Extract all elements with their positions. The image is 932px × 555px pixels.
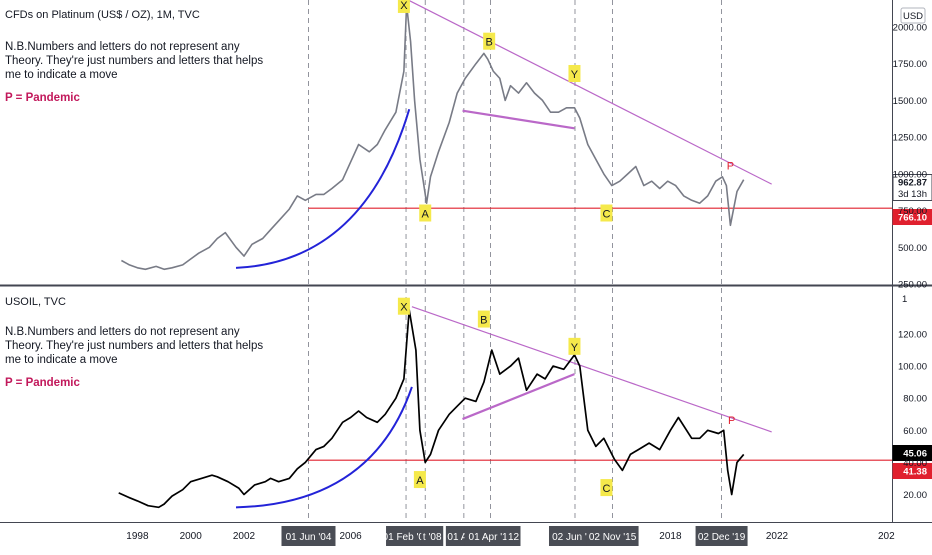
platinum-support-price-box: [892, 209, 932, 225]
usoil-last-price-box: [892, 445, 932, 461]
usoil-point-label-X[interactable]: X: [400, 302, 408, 314]
usoil-price-tick: 40.00: [903, 458, 927, 469]
date-highlight-label[interactable]: 01 Feb '08: [383, 532, 430, 543]
usoil-point-label-C-box[interactable]: [600, 479, 613, 497]
platinum-point-label-C[interactable]: C: [602, 209, 610, 221]
usoil-price-tick-top: 1: [902, 294, 907, 305]
platinum-point-label-A[interactable]: A: [422, 209, 430, 221]
platinum-price-tick: 1250.00: [893, 133, 927, 144]
currency-label[interactable]: USD: [903, 11, 923, 22]
platinum-price-line[interactable]: [121, 4, 745, 271]
usoil-point-label-Y[interactable]: Y: [571, 342, 579, 354]
platinum-point-label-C-box[interactable]: [600, 204, 613, 222]
usoil-point-label-A[interactable]: A: [416, 475, 424, 487]
date-highlight-label[interactable]: 02 Nov '15: [589, 532, 637, 543]
usoil-support-price-box: [892, 463, 932, 479]
usoil-price-tick: 60.00: [903, 426, 927, 437]
usoil-point-label-B-box[interactable]: [477, 310, 490, 328]
usoil-pandemic-legend: P = Pandemic: [5, 377, 81, 389]
date-highlight-label[interactable]: 02 Jun '14: [552, 532, 598, 543]
platinum-point-label-A-box[interactable]: [419, 204, 432, 222]
usoil-point-label-A-box[interactable]: [413, 471, 426, 489]
platinum-price-tick: 1000.00: [893, 169, 927, 180]
platinum-resistance-trendline[interactable]: [408, 0, 772, 185]
date-highlight-box[interactable]: [586, 526, 639, 546]
usoil-price-tick: 120.00: [898, 330, 927, 341]
usoil-point-label-P[interactable]: P: [728, 415, 735, 427]
usoil-price-tick: 20.00: [903, 490, 927, 501]
usoil-point-label-B[interactable]: B: [480, 315, 487, 327]
platinum-price-tick: 500.00: [898, 243, 927, 254]
platinum-price-tick: 750.00: [898, 206, 927, 217]
date-highlight-label[interactable]: 02 Dec '19: [698, 532, 746, 543]
platinum-point-label-X[interactable]: X: [400, 0, 408, 12]
usoil-growth-arc[interactable]: [235, 386, 413, 509]
platinum-growth-arc[interactable]: [235, 108, 411, 269]
platinum-support-price: 766.10: [898, 213, 927, 224]
date-highlight-box[interactable]: [421, 526, 444, 546]
time-tick-2006: 2006: [339, 531, 362, 542]
usoil-point-label-C[interactable]: C: [602, 483, 610, 495]
platinum-pandemic-legend: P = Pandemic: [5, 92, 81, 104]
usoil-consolidation-line[interactable]: [462, 373, 575, 421]
platinum-title: CFDs on Platinum (US$ / OZ), 1M, TVC: [5, 9, 200, 21]
usoil-pane[interactable]: [0, 287, 892, 522]
usoil-last-price: 45.06: [903, 449, 927, 460]
usoil-price-line[interactable]: [118, 309, 745, 509]
time-tick-2002: 2002: [233, 531, 256, 542]
usoil-title: USOIL, TVC: [5, 296, 66, 308]
platinum-price-tick: 1750.00: [893, 59, 927, 70]
date-highlight-label[interactable]: 01 Jun '04: [286, 532, 332, 543]
platinum-point-label-P[interactable]: P: [727, 160, 734, 172]
date-highlight-box[interactable]: [386, 526, 427, 546]
time-tick-2000: 2000: [180, 531, 203, 542]
date-highlight-box[interactable]: [506, 526, 521, 546]
time-tick-2022: 2022: [766, 531, 789, 542]
date-highlight-label[interactable]: t '08: [423, 532, 442, 543]
platinum-point-label-B-box[interactable]: [483, 32, 496, 50]
platinum-note-line-1: N.B.Numbers and letters do not represent…: [5, 41, 240, 53]
date-highlight-label[interactable]: 12: [508, 532, 520, 543]
usoil-point-label-Y-box[interactable]: [568, 337, 581, 355]
time-tick-cut: 202: [878, 531, 895, 542]
date-highlight-box[interactable]: [464, 526, 517, 546]
platinum-note-line-2: Theory. They're just numbers and letters…: [5, 55, 263, 67]
date-highlight-label[interactable]: 01 Apr: [447, 532, 477, 543]
currency-label-box[interactable]: [900, 7, 926, 24]
time-tick-1998: 1998: [126, 531, 149, 542]
platinum-price-tick: 250.00: [898, 280, 927, 291]
platinum-consolidation-line[interactable]: [462, 109, 575, 130]
date-highlight-box[interactable]: [281, 526, 336, 546]
time-tick-2018: 2018: [659, 531, 682, 542]
usoil-note-line-3: me to indicate a move: [5, 354, 118, 366]
platinum-point-label-X-box[interactable]: [397, 0, 410, 13]
platinum-point-label-Y[interactable]: Y: [571, 69, 579, 81]
platinum-pane[interactable]: [0, 0, 892, 284]
usoil-note-line-2: Theory. They're just numbers and letters…: [5, 340, 263, 352]
usoil-price-tick: 100.00: [898, 362, 927, 373]
date-highlight-box[interactable]: [695, 526, 748, 546]
platinum-note-line-3: me to indicate a move: [5, 69, 118, 81]
usoil-point-label-X-box[interactable]: [397, 297, 410, 315]
usoil-support-price: 41.38: [903, 467, 927, 478]
platinum-last-price-countdown: 3d 13h: [898, 189, 927, 200]
platinum-price-tick: 1500.00: [893, 96, 927, 107]
platinum-price-tick: 2000.00: [893, 23, 927, 34]
platinum-point-label-B[interactable]: B: [486, 37, 493, 49]
platinum-point-label-Y-box[interactable]: [568, 64, 581, 82]
usoil-resistance-trendline[interactable]: [411, 306, 772, 433]
platinum-last-price: 962.87: [898, 178, 927, 189]
usoil-note-line-1: N.B.Numbers and letters do not represent…: [5, 326, 240, 338]
date-highlight-label[interactable]: 01 Apr '11: [469, 532, 513, 543]
usoil-price-tick: 80.00: [903, 394, 927, 405]
platinum-last-price-box: [892, 174, 932, 201]
